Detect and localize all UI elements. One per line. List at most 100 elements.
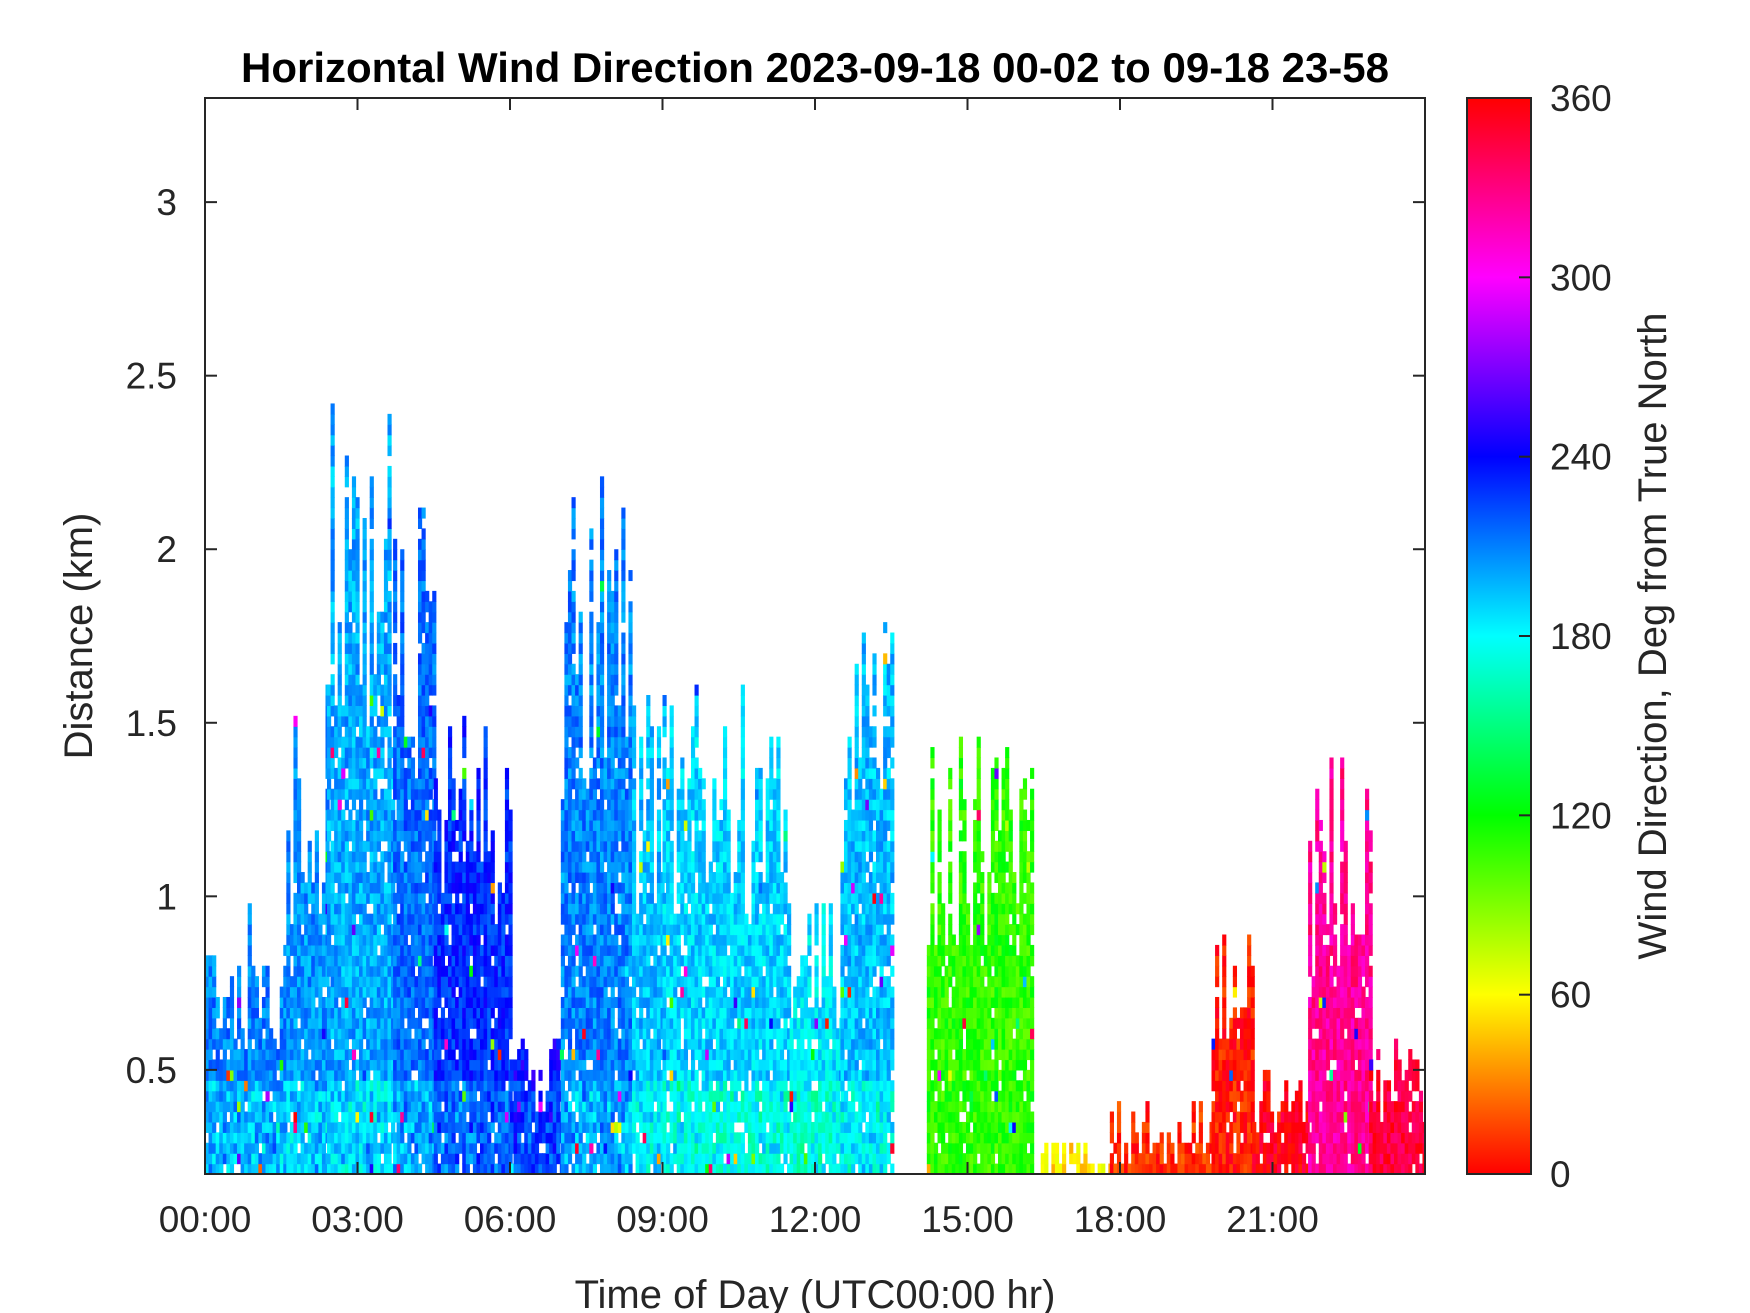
heatmap-cell (610, 976, 615, 988)
heatmap-cell (701, 872, 706, 884)
heatmap-cell (571, 840, 576, 852)
heatmap-cell (417, 872, 423, 884)
heatmap-cell (444, 1069, 449, 1081)
heatmap-cell (683, 934, 689, 946)
heatmap-cell (341, 1038, 346, 1050)
heatmap-cell (417, 903, 423, 915)
heatmap-cell (251, 1111, 256, 1123)
heatmap-cell (694, 1163, 699, 1174)
heatmap-cell (599, 601, 605, 613)
heatmap-cell (417, 1132, 423, 1144)
heatmap-cell (508, 872, 513, 884)
heatmap-cell (212, 965, 217, 977)
heatmap-cell (596, 726, 601, 738)
heatmap-cell (575, 1101, 580, 1113)
heatmap-cell (387, 517, 392, 529)
heatmap-cell (599, 559, 605, 571)
heatmap-cell (624, 1132, 630, 1144)
heatmap-cell (617, 1101, 622, 1113)
heatmap-cell (653, 1059, 658, 1071)
heatmap-cell (428, 955, 433, 967)
heatmap-cell (617, 965, 622, 977)
heatmap-cell (632, 913, 637, 925)
heatmap-cell (289, 1101, 295, 1113)
heatmap-cell (610, 1090, 615, 1102)
heatmap-cell (373, 882, 378, 894)
heatmap-cell (383, 1017, 389, 1029)
heatmap-cell (476, 1007, 481, 1019)
heatmap-cell (380, 1090, 385, 1102)
heatmap-cell (656, 830, 662, 842)
heatmap-cell (455, 1007, 460, 1019)
heatmap-cell (233, 1111, 238, 1123)
heatmap-cell (226, 1038, 231, 1050)
heatmap-cell (229, 986, 235, 998)
heatmap-cell (712, 882, 717, 894)
heatmap-cell (425, 642, 430, 654)
heatmap-cell (490, 1163, 495, 1174)
heatmap-cell (621, 1111, 626, 1123)
heatmap-cell (380, 622, 385, 634)
heatmap-cell (351, 642, 357, 654)
heatmap-cell (219, 1059, 224, 1071)
heatmap-cell (472, 924, 478, 936)
heatmap-cell (524, 1132, 529, 1144)
heatmap-cell (314, 986, 319, 998)
heatmap-cell (687, 1111, 692, 1123)
heatmap-cell (462, 986, 467, 998)
heatmap-cell (293, 1142, 298, 1154)
heatmap-cell (666, 872, 671, 884)
heatmap-cell (571, 903, 576, 915)
heatmap-cell (567, 1038, 573, 1050)
heatmap-cell (571, 892, 576, 904)
heatmap-cell (355, 944, 360, 956)
heatmap-cell (407, 1163, 412, 1174)
heatmap-cell (458, 851, 463, 863)
heatmap-cell (571, 944, 576, 956)
heatmap-cell (215, 1038, 220, 1050)
heatmap-cell (708, 1069, 713, 1081)
heatmap-cell (462, 1028, 467, 1040)
heatmap-cell (472, 1153, 478, 1165)
heatmap-cell (632, 861, 637, 873)
heatmap-cell (575, 1028, 580, 1040)
heatmap-cell (311, 882, 316, 894)
heatmap-cell (334, 996, 339, 1008)
heatmap-cell (628, 986, 633, 998)
heatmap-cell (229, 1090, 235, 1102)
heatmap-cell (690, 747, 696, 759)
heatmap-cell (212, 1142, 217, 1154)
heatmap-cell (447, 861, 453, 873)
heatmap-cell (376, 632, 381, 644)
heatmap-cell (327, 965, 332, 977)
heatmap-cell (698, 1153, 703, 1165)
heatmap-cell (639, 1111, 644, 1123)
heatmap-cell (589, 1153, 594, 1165)
heatmap-cell (517, 1121, 522, 1133)
heatmap-cell (286, 861, 291, 873)
heatmap-cell (465, 1038, 470, 1050)
heatmap-cell (585, 986, 590, 998)
heatmap-cell (578, 1132, 583, 1144)
heatmap-cell (624, 1101, 630, 1113)
heatmap-cell (373, 1069, 378, 1081)
heatmap-cell (261, 1017, 267, 1029)
heatmap-cell (510, 1142, 515, 1154)
heatmap-cell (355, 590, 360, 602)
heatmap-cell (513, 1090, 518, 1102)
heatmap-cell (694, 695, 699, 707)
heatmap-cell (387, 944, 392, 956)
heatmap-cell (639, 1153, 644, 1165)
heatmap-cell (451, 924, 456, 936)
heatmap-cell (330, 705, 335, 717)
heatmap-cell (564, 653, 569, 665)
heatmap-cell (628, 767, 633, 779)
heatmap-cell (698, 809, 703, 821)
heatmap-cell (656, 1153, 662, 1165)
heatmap-cell (680, 955, 685, 967)
heatmap-cell (428, 1090, 433, 1102)
heatmap-cell (393, 1069, 398, 1081)
heatmap-cell (433, 799, 438, 811)
heatmap-cell (465, 913, 470, 925)
heatmap-cell (307, 1121, 312, 1133)
